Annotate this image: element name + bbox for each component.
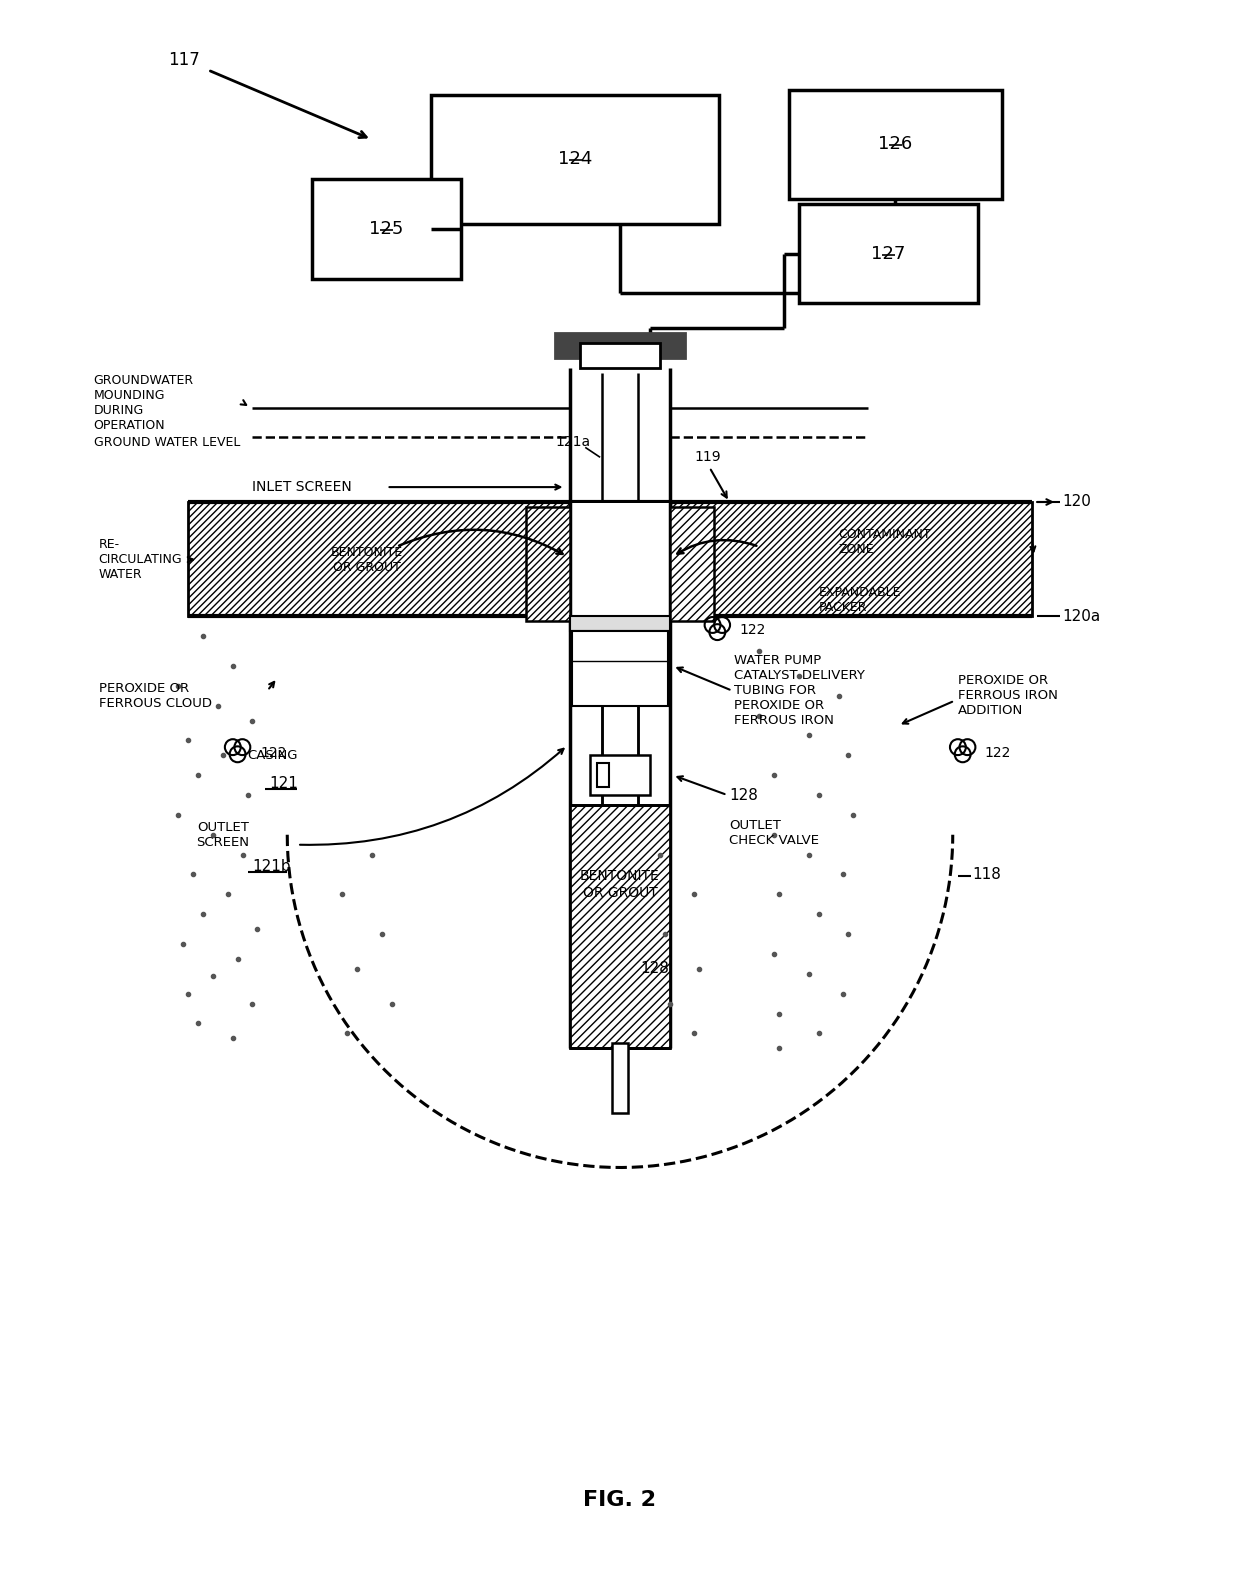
Text: FIG. 2: FIG. 2 (584, 1490, 656, 1510)
Bar (580, 343, 660, 368)
Text: EXPANDABLE
PACKER: EXPANDABLE PACKER (818, 587, 901, 614)
Text: 121: 121 (269, 775, 299, 791)
Bar (670, 507, 714, 620)
Text: 128: 128 (729, 788, 758, 802)
Text: 117: 117 (169, 51, 200, 69)
Bar (590, 756, 650, 794)
Text: PEROXIDE OR
FERROUS CLOUD: PEROXIDE OR FERROUS CLOUD (98, 681, 212, 710)
Text: GROUND WATER LEVEL: GROUND WATER LEVEL (93, 435, 239, 448)
Bar (188, 502, 1032, 616)
Text: 119: 119 (694, 450, 722, 464)
Text: 127: 127 (870, 244, 905, 263)
Text: 128: 128 (640, 962, 668, 976)
Text: CASING: CASING (248, 748, 298, 762)
Text: INLET SCREEN: INLET SCREEN (252, 480, 352, 494)
Bar (572, 502, 668, 616)
Bar (573, 632, 667, 705)
Text: 122: 122 (739, 624, 765, 636)
Bar (556, 333, 684, 357)
Text: 124: 124 (558, 150, 593, 169)
Bar (598, 764, 609, 786)
Bar (789, 89, 1002, 199)
Text: OUTLET
SCREEN: OUTLET SCREEN (196, 821, 249, 849)
Text: 122: 122 (260, 746, 286, 761)
Text: BENTONITE
OR GROUT: BENTONITE OR GROUT (580, 869, 660, 900)
Text: PEROXIDE OR
FERROUS IRON
ADDITION: PEROXIDE OR FERROUS IRON ADDITION (957, 675, 1058, 718)
Bar (594, 636, 646, 691)
Text: 121b: 121b (253, 860, 291, 874)
Bar (570, 616, 670, 632)
Text: 120: 120 (1061, 494, 1091, 509)
Text: BENTONITE
OR GROUT: BENTONITE OR GROUT (331, 545, 403, 574)
Text: WATER PUMP
CATALYST DELIVERY
TUBING FOR
PEROXIDE OR
FERROUS IRON: WATER PUMP CATALYST DELIVERY TUBING FOR … (734, 654, 866, 727)
Bar (526, 507, 570, 620)
Text: GROUNDWATER
MOUNDING
DURING
OPERATION: GROUNDWATER MOUNDING DURING OPERATION (93, 373, 193, 432)
Bar (570, 805, 670, 1048)
Text: 125: 125 (370, 220, 404, 238)
Bar (312, 179, 461, 279)
Text: 118: 118 (972, 868, 1002, 882)
Text: 122: 122 (985, 746, 1011, 761)
Bar (432, 94, 719, 223)
Text: OUTLET
CHECK VALVE: OUTLET CHECK VALVE (729, 818, 820, 847)
Bar (613, 1043, 627, 1113)
Text: 121a: 121a (556, 435, 590, 450)
Text: 126: 126 (878, 136, 913, 153)
Bar (799, 204, 977, 303)
Text: RE-
CIRCULATING
WATER: RE- CIRCULATING WATER (98, 538, 182, 581)
Text: 120a: 120a (1061, 609, 1100, 624)
Text: CONTAMINANT
ZONE: CONTAMINANT ZONE (838, 528, 931, 555)
